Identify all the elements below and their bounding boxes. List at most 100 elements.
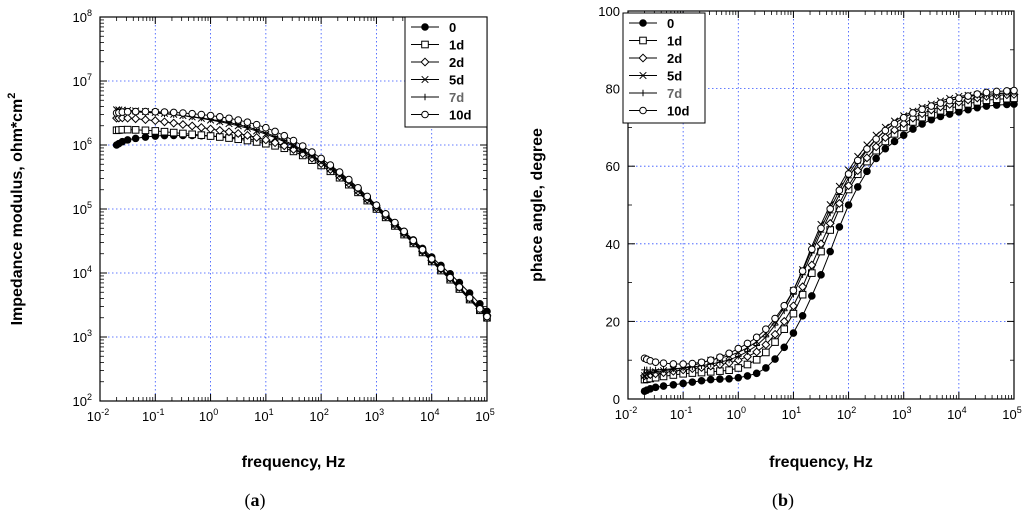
series-10d <box>640 86 1018 368</box>
data-point <box>826 205 834 213</box>
data-point <box>899 131 908 139</box>
y-tick-label-1-base: 10 <box>73 330 87 345</box>
data-point <box>788 301 798 311</box>
legend-marker <box>421 75 429 84</box>
data-point <box>669 380 678 389</box>
data-point <box>871 142 881 152</box>
data-point <box>771 355 779 363</box>
data-point <box>381 210 390 218</box>
data-point <box>771 321 779 329</box>
x-tick-label-4-base: 10 <box>309 409 323 424</box>
data-point <box>169 108 178 117</box>
data-point <box>679 379 687 388</box>
x-tick-label-1: 10-1 <box>142 407 164 424</box>
y-tick-label-6: 108 <box>73 8 92 25</box>
data-point <box>872 154 880 163</box>
x-tick-label-1-base: 10 <box>142 409 156 424</box>
data-point <box>372 201 381 209</box>
data-point <box>660 366 667 373</box>
data-point <box>697 358 706 367</box>
data-point <box>150 116 160 126</box>
data-point <box>215 125 225 135</box>
caption-letter: b <box>778 490 788 510</box>
panel-caption: (a) <box>245 490 266 511</box>
y-tick-label-2: 40 <box>606 237 620 252</box>
data-point <box>242 130 252 140</box>
data-point <box>651 383 660 392</box>
data-point <box>400 227 408 236</box>
data-point <box>918 105 926 114</box>
data-point <box>835 186 844 195</box>
data-point <box>762 333 770 341</box>
caption-close: ) <box>788 490 794 511</box>
legend-marker <box>638 53 648 63</box>
data-point <box>992 87 1001 96</box>
x-tick-label-7: 105 <box>475 407 494 424</box>
data-point <box>762 348 770 357</box>
data-point <box>160 108 169 116</box>
data-point <box>880 133 890 143</box>
data-point <box>752 347 762 357</box>
x-tick-label-1-exp: -1 <box>684 405 692 415</box>
data-point <box>890 137 899 146</box>
x-tick-label-2: 100 <box>727 405 746 422</box>
data-point <box>853 166 863 176</box>
data-point <box>761 340 771 350</box>
data-point <box>169 118 179 128</box>
data-point <box>437 264 445 273</box>
x-tick-label-4-exp: 2 <box>851 405 856 415</box>
data-point <box>835 223 844 231</box>
data-point <box>789 309 798 318</box>
y-tick-label-6-base: 10 <box>73 10 87 25</box>
data-point <box>744 348 751 355</box>
x-tick-label-7: 105 <box>1002 405 1021 422</box>
panel-caption: (b) <box>772 490 794 511</box>
legend-label: 0 <box>667 16 674 31</box>
series-group <box>640 86 1019 396</box>
data-point <box>789 329 798 337</box>
data-point <box>733 355 743 365</box>
legend-item-10d: 10d <box>411 108 471 123</box>
data-point <box>909 125 917 133</box>
data-point <box>770 329 780 339</box>
x-tick-label-3: 101 <box>782 405 801 422</box>
data-point <box>817 224 825 233</box>
legend-item-7d: 7d <box>411 90 464 105</box>
data-point <box>197 131 206 139</box>
x-tick-label-6-exp: 4 <box>434 407 439 417</box>
data-point <box>131 126 140 134</box>
x-axis-label: frequency, Hz <box>769 454 873 471</box>
data-point <box>743 372 752 380</box>
data-point <box>131 107 140 116</box>
y-tick-label-1: 20 <box>606 314 620 329</box>
data-point <box>762 325 770 333</box>
legend: 0 1d 2d 5d 7d 10d <box>622 12 706 124</box>
data-point <box>844 201 853 209</box>
y-tick-label-0-base: 10 <box>73 394 87 409</box>
data-point <box>224 127 234 137</box>
data-point <box>890 125 900 135</box>
data-point <box>261 135 271 145</box>
data-point <box>716 375 724 383</box>
legend-box <box>404 16 488 128</box>
data-point <box>326 161 335 169</box>
data-point <box>252 132 262 142</box>
x-tick-label-3-base: 10 <box>782 407 796 422</box>
caption-open: ( <box>772 490 778 511</box>
data-point <box>798 282 808 292</box>
x-tick-label-5: 103 <box>365 407 384 424</box>
plot-frame <box>627 10 1015 400</box>
data-point <box>807 260 817 270</box>
data-point <box>725 375 733 383</box>
y-tick-label-0-exp: 2 <box>87 392 92 402</box>
data-point <box>688 378 697 386</box>
data-point <box>669 360 678 368</box>
data-point <box>798 267 807 275</box>
data-point <box>982 88 991 97</box>
x-tick-label-7-base: 10 <box>1002 407 1016 422</box>
data-point <box>862 153 872 163</box>
data-point <box>465 294 474 302</box>
data-point <box>262 123 270 132</box>
data-point <box>752 355 761 364</box>
data-point <box>280 131 289 140</box>
